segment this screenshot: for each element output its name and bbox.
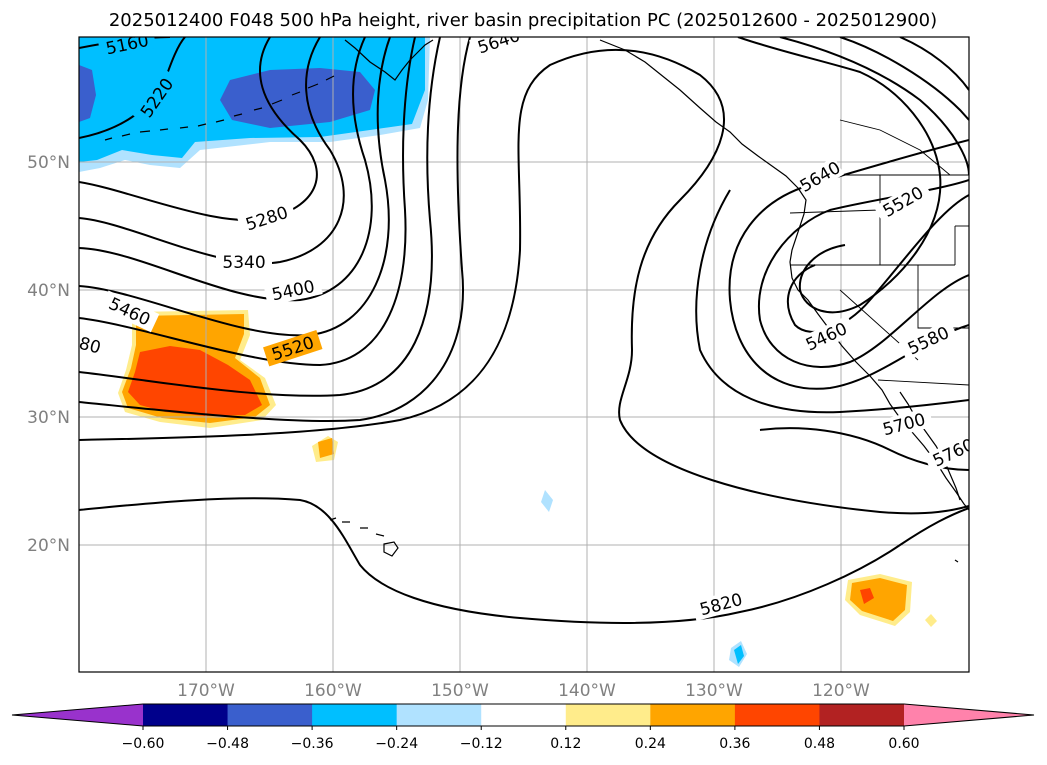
- baja-california: [899, 391, 961, 501]
- colorbar: −0.60 −0.48 −0.36 −0.24 −0.12 0.12 0.24 0.36 0.4…: [11, 703, 1035, 752]
- colorbar-tick-label: −0.24: [375, 736, 418, 752]
- lon-label: 130°W: [685, 681, 743, 701]
- hawaiian-islands: [329, 517, 399, 557]
- neg-region-dark-west: [79, 65, 96, 122]
- longitude-labels: 170°W 160°W 150°W 140°W 130°W 120°W: [177, 681, 870, 701]
- contour-5580-west: [79, 37, 441, 397]
- colorbar-segment: [396, 704, 482, 726]
- colorbar-tick-label: −0.48: [206, 736, 249, 752]
- lon-label: 140°W: [558, 681, 616, 701]
- colorbar-segment: [312, 704, 398, 726]
- contour-label: 80: [77, 334, 103, 359]
- colorbar-segment: [650, 704, 736, 726]
- colorbar-segment: [227, 704, 313, 726]
- contour-5520-west: [79, 37, 416, 367]
- contour-5460-west: [79, 37, 391, 337]
- neg-region-dark: [220, 68, 375, 128]
- map-panel: 5160 5220 5280 5340 5400 5460 5520 5640 …: [77, 37, 969, 672]
- alaska-peninsula-coast: [344, 39, 434, 81]
- lat-label: 30°N: [27, 408, 70, 428]
- pos-region-mexico-strong: [860, 588, 874, 604]
- contour-low-ring-2: [757, 179, 969, 368]
- lat-label: 40°N: [27, 281, 70, 301]
- neg-region-small-south-core: [734, 645, 744, 664]
- contour-5520-east: [839, 37, 969, 121]
- contour-5400: [79, 37, 373, 302]
- height-contours: [79, 37, 969, 624]
- colorbar-tick-label: −0.12: [460, 736, 503, 752]
- colorbar-tick-label: 0.12: [550, 736, 581, 752]
- contour-5340: [79, 37, 345, 265]
- contour-5580-east: [779, 37, 969, 176]
- colorbar-extend-low: [12, 704, 143, 726]
- lat-label: 20°N: [27, 536, 70, 556]
- colorbar-tick-label: 0.60: [888, 736, 919, 752]
- figure-title: 2025012400 F048 500 hPa height, river ba…: [109, 10, 937, 31]
- pos-region-strong: [128, 346, 262, 416]
- lon-label: 170°W: [177, 681, 235, 701]
- colorbar-segment: [565, 704, 651, 726]
- contour-5640-east: [737, 37, 942, 314]
- colorbar-segment: [143, 704, 229, 726]
- colorbar-tick-label: 0.36: [719, 736, 750, 752]
- coastlines: [104, 39, 969, 563]
- contour-5700-east: [695, 189, 969, 414]
- contour-5760: [79, 497, 969, 624]
- contour-label: 5340: [222, 253, 265, 273]
- colorbar-tick-label: −0.36: [291, 736, 334, 752]
- latitude-labels: 50°N 40°N 30°N 20°N: [27, 153, 70, 556]
- colorbar-segment: [481, 704, 567, 726]
- contour-5640-west: [79, 37, 471, 422]
- lon-label: 150°W: [431, 681, 489, 701]
- mexico-coast-south: [954, 559, 959, 563]
- lat-label: 50°N: [27, 153, 70, 173]
- precip-shading: [79, 37, 937, 667]
- contour-5280: [79, 37, 318, 222]
- colorbar-tick-label: 0.48: [804, 736, 835, 752]
- colorbar-extend-high: [904, 704, 1034, 726]
- colorbar-segment: [734, 704, 820, 726]
- contour-low-ring-3: [728, 139, 969, 390]
- aleutian-islands: [104, 75, 335, 141]
- contour-5700-west: [79, 48, 969, 515]
- contour-5460-east: [899, 37, 969, 91]
- lon-label: 160°W: [304, 681, 362, 701]
- colorbar-tick-label: 0.24: [635, 736, 666, 752]
- lon-label: 120°W: [812, 681, 870, 701]
- pos-region-small-hawaii-north-core: [318, 438, 334, 458]
- pos-region-tiny: [925, 614, 937, 627]
- map-frame: [78, 36, 970, 673]
- colorbar-tick-label: −0.60: [122, 736, 165, 752]
- pos-region-mexico-medium: [850, 578, 907, 621]
- neg-region-small-mid: [541, 490, 553, 512]
- colorbar-segment: [819, 704, 905, 726]
